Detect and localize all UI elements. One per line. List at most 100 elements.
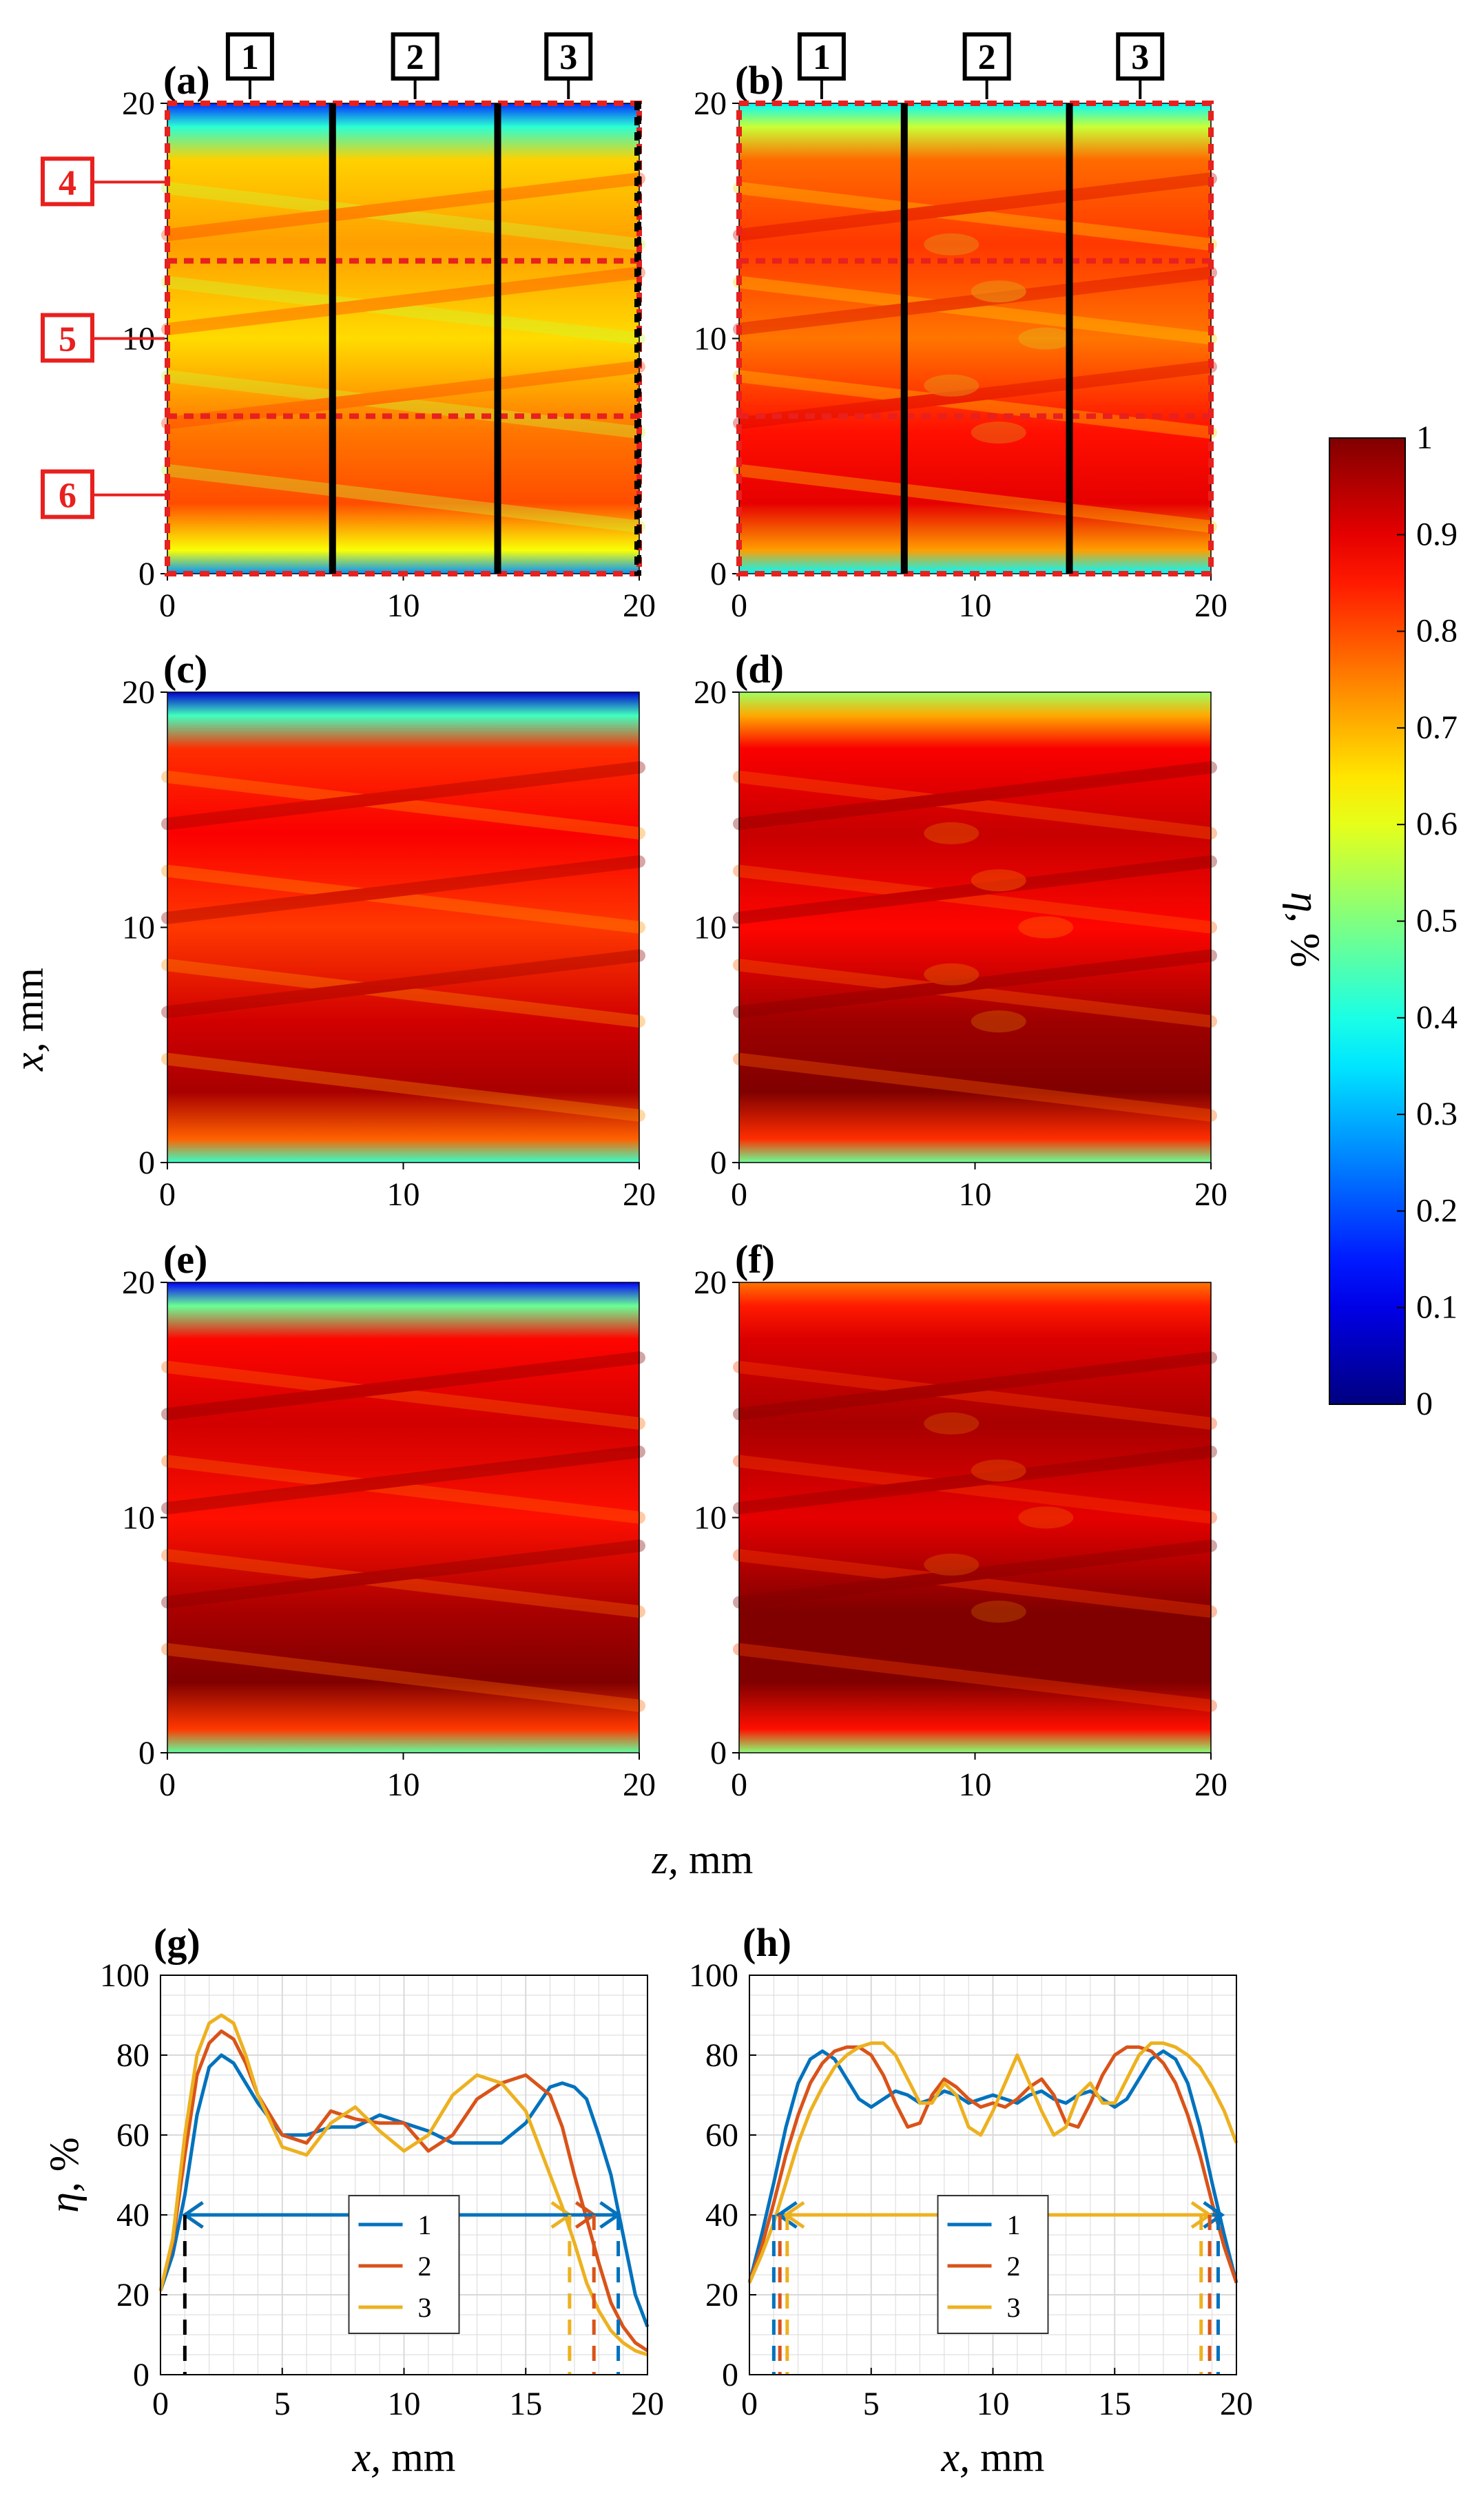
zone-box-text-red: 6 [59, 477, 76, 516]
colorbar-unit: , % [1283, 913, 1328, 968]
zone-box-frame [1116, 32, 1165, 81]
y-tick-label: 40 [116, 2197, 149, 2233]
streak [161, 1360, 645, 1430]
colorbar-tick-label: 0 [1416, 1386, 1433, 1422]
streak [733, 949, 1217, 1019]
legend-h: 1 2 3 [937, 2195, 1049, 2334]
legend-entry-3: 3 [1007, 2292, 1021, 2323]
colorbar-tick-label: 0.5 [1416, 903, 1458, 939]
y-tick-label: 20 [122, 674, 155, 711]
legend-entry-1: 1 [1007, 2209, 1021, 2240]
streak [161, 770, 645, 840]
x-tick-label: 20 [623, 587, 656, 624]
streak [733, 959, 1217, 1028]
y-axis-title-var: η [41, 2192, 87, 2213]
heatmap-streaks-f [733, 1351, 1217, 1712]
x-tick-label: 10 [387, 1767, 420, 1803]
node-spot [924, 233, 979, 256]
x-tick-label: 10 [388, 2386, 421, 2422]
zone-box-frame [544, 32, 593, 81]
node-spot [924, 822, 979, 844]
zone-outer-red [736, 101, 1214, 576]
y-tick-label: 10 [694, 321, 727, 357]
x-tick-label: 20 [623, 1767, 656, 1803]
zone-box-text-red: 5 [59, 320, 76, 360]
streak [733, 1539, 1217, 1609]
x-tick-label: 20 [1194, 587, 1227, 624]
x-axis-title-g: x, mm [352, 2435, 456, 2480]
x-axis-unit: mm [678, 1837, 753, 1882]
panel-label-a: (a) [163, 58, 210, 103]
node-spot [924, 1553, 979, 1576]
legend-entry-1: 1 [418, 2209, 432, 2240]
streak [733, 855, 1217, 924]
streak [161, 1445, 645, 1514]
colorbar: 0 0.1 0.2 0.3 0.4 0.5 0.6 0.7 0.8 0.9 1 [1329, 419, 1458, 1422]
x-tick-label: 10 [959, 1767, 992, 1803]
streak [733, 266, 1217, 335]
zone-box-text: 3 [1131, 38, 1149, 77]
y-tick-label: 0 [138, 556, 155, 592]
panel-label-f: (f) [735, 1237, 775, 1282]
heatmap-streaks-c [161, 761, 645, 1122]
streak [733, 370, 1217, 439]
y-tick-label: 0 [710, 1735, 727, 1771]
zone-box-frame-red [41, 156, 94, 207]
colorbar-tick-label: 0.2 [1416, 1192, 1458, 1229]
streak [161, 464, 645, 533]
series-line-2 [747, 2045, 1238, 2284]
streak [161, 1549, 645, 1618]
y-tick-label: 10 [694, 1500, 727, 1537]
x-tick-label: 20 [1194, 1767, 1227, 1803]
node-spot [971, 280, 1026, 303]
zone-box-text: 2 [978, 38, 996, 77]
heatmap-field-d [739, 692, 1211, 1163]
streak [161, 181, 645, 251]
line-chart-h: 0 5 10 15 20 0 20 40 60 80 100 1 2 3 (h) x, mm [689, 1920, 1253, 2480]
heatmap-field-c [167, 692, 639, 1163]
streak [733, 1351, 1217, 1421]
zone-boxes-a: 1 2 3 [165, 32, 642, 576]
zone-box-label-2: 2 [391, 32, 439, 99]
streak [733, 770, 1217, 840]
heatmap-field-a [167, 103, 639, 574]
panel-label-b: (b) [735, 58, 784, 103]
y-tick-label: 10 [122, 910, 155, 946]
series-line-3 [747, 2041, 1238, 2284]
y-tick-label: 60 [116, 2117, 149, 2154]
svg-text:η, %: η, % [1283, 892, 1328, 968]
y-tick-label: 0 [710, 1145, 727, 1181]
streak [733, 761, 1217, 831]
streak [161, 275, 645, 345]
y-tick-label: 60 [705, 2117, 738, 2154]
streak [161, 1052, 645, 1122]
colorbar-tick-label: 0.6 [1416, 806, 1458, 842]
y-tick-label: 80 [705, 2037, 738, 2074]
colorbar-tick-label: 0.7 [1416, 709, 1458, 746]
x-axis-title-var: x, [352, 2435, 382, 2480]
series-line-2 [158, 2029, 649, 2353]
x-tick-label: 0 [159, 587, 176, 624]
svg-text:z, mm: z, mm [652, 1837, 754, 1882]
svg-text:x, mm: x, mm [6, 968, 52, 1072]
x-axis-title-h: x, mm [941, 2435, 1045, 2480]
x-tick-label: 20 [631, 2386, 664, 2422]
y-axis-unit: mm [6, 968, 52, 1042]
streak [161, 864, 645, 934]
zone-boxes-b: 1 2 3 [736, 32, 1214, 576]
node-spot [1018, 1506, 1074, 1529]
x-tick-label: 0 [152, 2386, 169, 2422]
zone-outer-red [165, 101, 642, 576]
zone-box-label-2: 2 [962, 32, 1011, 99]
streak [161, 1643, 645, 1712]
node-spot [1018, 327, 1074, 350]
streak [733, 864, 1217, 934]
y-tick-label: 40 [705, 2197, 738, 2233]
panel-label-g: (g) [154, 1920, 200, 1965]
heatmap-field-e [167, 1282, 639, 1753]
streak [733, 1549, 1217, 1618]
heatmap-y-axis-title: x, mm [6, 968, 52, 1072]
panel-label-h: (h) [743, 1920, 791, 1965]
